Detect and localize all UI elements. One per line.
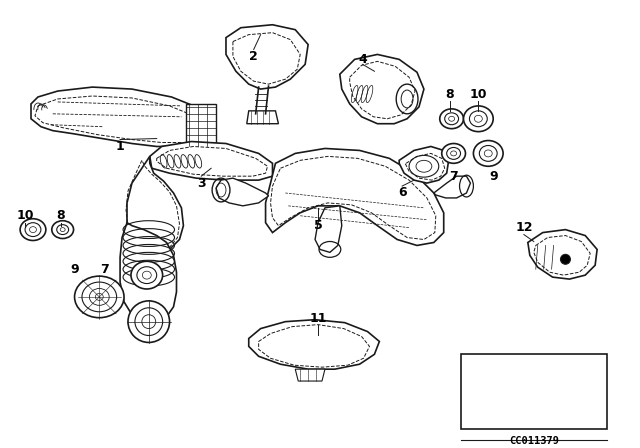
Text: CC011379: CC011379 [509,436,559,447]
Text: 2: 2 [250,50,258,63]
Ellipse shape [74,276,124,318]
Ellipse shape [463,106,493,132]
Polygon shape [127,156,184,252]
Text: 11: 11 [309,312,327,325]
Ellipse shape [128,301,170,342]
Text: 9: 9 [70,263,79,276]
Text: 3: 3 [197,177,205,190]
Text: 10: 10 [16,209,34,222]
Text: 7: 7 [449,170,458,183]
Ellipse shape [52,221,74,238]
Polygon shape [295,369,325,381]
Text: 9: 9 [489,170,497,183]
Ellipse shape [474,141,503,166]
Text: 6: 6 [398,186,406,199]
Polygon shape [528,230,597,279]
Polygon shape [340,55,424,124]
Polygon shape [249,320,380,369]
Text: 12: 12 [515,221,532,234]
Text: 4: 4 [358,53,367,66]
Polygon shape [186,104,216,146]
Polygon shape [216,178,269,206]
Polygon shape [434,176,470,198]
Text: 1: 1 [116,140,124,153]
Ellipse shape [561,254,570,264]
Polygon shape [120,223,177,322]
Ellipse shape [442,143,465,164]
Text: 10: 10 [470,87,487,100]
Polygon shape [247,111,278,124]
Polygon shape [399,146,449,183]
Polygon shape [315,206,342,252]
Bar [461,354,607,429]
Ellipse shape [513,369,522,378]
Polygon shape [31,87,216,146]
Text: 8: 8 [56,209,65,222]
Ellipse shape [20,219,46,241]
Ellipse shape [440,109,463,129]
Polygon shape [266,148,444,246]
Polygon shape [226,25,308,89]
Polygon shape [150,142,273,180]
Ellipse shape [131,261,163,289]
Text: 8: 8 [445,87,454,100]
Text: 5: 5 [314,219,323,232]
Text: 7: 7 [100,263,109,276]
